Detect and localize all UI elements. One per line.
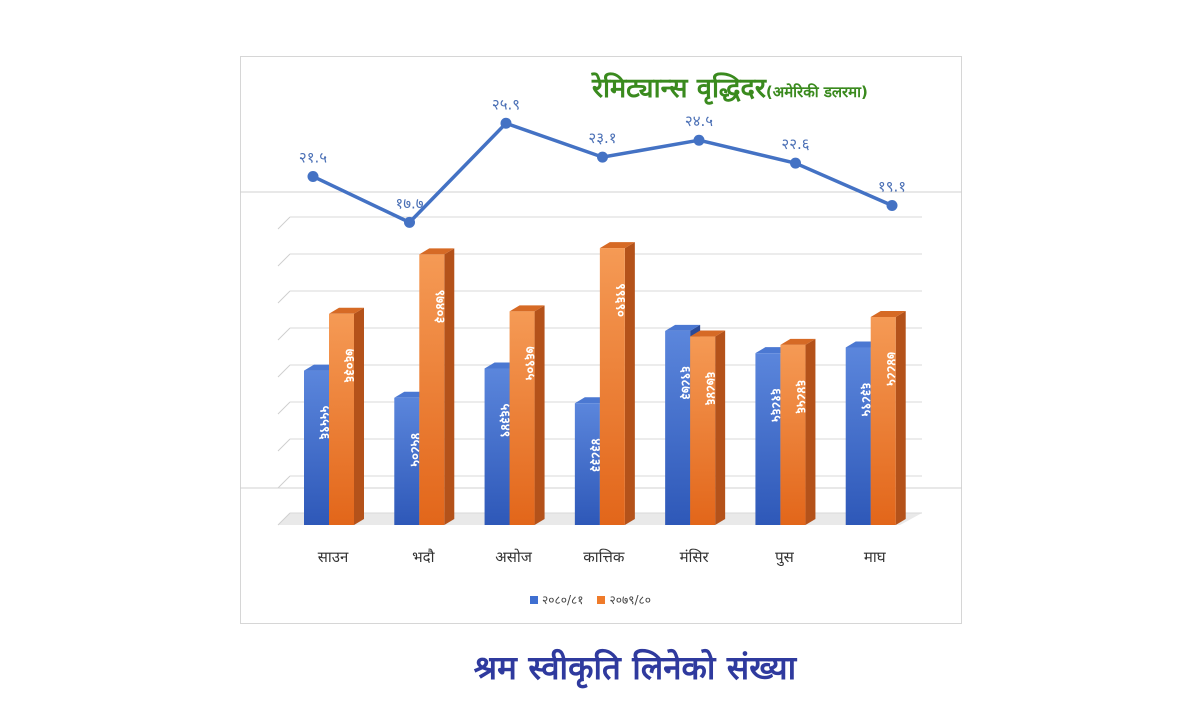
- legend-swatch-blue: [530, 595, 538, 604]
- bar-2079-80: [690, 336, 716, 525]
- bar-2080-81: [304, 370, 329, 525]
- bar-2079-80: [329, 313, 354, 525]
- bar-side: [354, 307, 364, 525]
- gridline-side: [277, 364, 291, 378]
- gridline-side: [277, 253, 291, 267]
- bar-value-label: ६१८६५: [768, 388, 783, 422]
- bar-value-label: ४५८०५: [407, 433, 422, 467]
- bar-value-label: ४३८३३: [587, 438, 602, 472]
- gridline-side: [277, 327, 291, 341]
- legend-item-2080: २०८०/८१: [530, 591, 583, 608]
- x-tick-label: माघ: [864, 548, 887, 566]
- bar-top: [509, 305, 545, 312]
- chart-legend: २०८०/८१ २०७९/८०: [530, 591, 651, 608]
- bar-value-label: ९७४०३: [432, 290, 447, 324]
- bar-top: [599, 242, 635, 249]
- gridline-side: [277, 290, 291, 304]
- x-tick-label: भदौ: [412, 548, 436, 566]
- bar-side: [624, 242, 635, 526]
- growth-value-label: २२.६: [781, 135, 809, 153]
- bar-side: [534, 305, 545, 525]
- bar-value-label: ९९६९०: [612, 283, 627, 317]
- legend-label-2079: २०७९/८०: [609, 593, 651, 607]
- bar-value-label: ७६९०५: [522, 346, 537, 380]
- bar-side: [895, 310, 906, 525]
- bar-value-label: ६७८४६: [703, 372, 718, 406]
- growth-value-label: २५.९: [492, 95, 520, 113]
- bar-2080-81: [574, 403, 600, 525]
- x-tick-label: असोज: [495, 548, 532, 566]
- gridline-side: [277, 216, 291, 230]
- bar-top: [870, 310, 906, 317]
- legend-label-2080: २०८०/८१: [542, 593, 584, 607]
- bar-value-label: ५५५९६: [317, 406, 332, 440]
- bar-2080-81: [845, 347, 871, 525]
- growth-value-label: १७.७: [395, 194, 423, 212]
- bar-value-label: ६४८५६: [793, 380, 808, 414]
- bar-2080-81: [484, 368, 510, 525]
- line-chart-title: रेमिट्यान्स वृद्धिदर(अमेरिकी डलरमा): [592, 68, 868, 105]
- bar-value-label: ५६३४९: [497, 404, 512, 438]
- growth-point: [597, 151, 608, 163]
- gridline-side: [277, 438, 291, 452]
- bar-top: [665, 324, 701, 331]
- growth-value-label: २३.१: [588, 129, 616, 147]
- bar-value-label: ७४८८५: [883, 352, 898, 386]
- x-tick-label: मंसिर: [680, 548, 710, 566]
- growth-value-label: २१.५: [299, 148, 327, 166]
- bar-2079-80: [419, 254, 445, 526]
- x-tick-label: कात्तिक: [583, 548, 625, 566]
- growth-point: [886, 199, 898, 211]
- bar-side: [715, 330, 726, 525]
- bar-2079-80: [780, 344, 806, 525]
- growth-value-label: १९.१: [878, 177, 906, 195]
- bar-2080-81: [755, 353, 781, 525]
- bar-top: [780, 338, 816, 345]
- growth-point: [790, 157, 801, 169]
- bar-value-label: ७६०३६: [342, 349, 357, 383]
- bar-top: [329, 307, 364, 314]
- bar-2079-80: [509, 311, 535, 525]
- gridline-side: [277, 401, 291, 415]
- bar-top: [419, 248, 455, 255]
- growth-value-label: २४.५: [685, 112, 713, 130]
- x-tick-label: पुस: [775, 548, 795, 567]
- x-tick-label: साउन: [318, 548, 349, 566]
- line-chart-subtitle: (अमेरिकी डलरमा): [765, 83, 868, 101]
- bar-chart-title: श्रम स्वीकृति लिनेको संख्या: [473, 648, 797, 687]
- growth-point: [307, 170, 319, 182]
- line-chart-title-text: रेमिट्यान्स वृद्धिदर: [592, 73, 766, 104]
- gridline-side: [277, 512, 291, 526]
- legend-item-2079: २०७९/८०: [597, 591, 651, 608]
- legend-swatch-orange: [597, 595, 606, 604]
- growth-point: [404, 216, 415, 228]
- growth-point: [500, 117, 512, 129]
- bar-2080-81: [665, 330, 691, 525]
- bar-value-label: ६३८९५: [858, 383, 873, 417]
- bar-side: [805, 338, 816, 525]
- gridline-side: [277, 475, 291, 489]
- bar-top: [690, 330, 726, 337]
- bar-2080-81: [394, 397, 420, 525]
- growth-point: [693, 134, 705, 146]
- bar-side: [444, 248, 455, 526]
- bar-value-label: ६९८७३: [678, 366, 693, 400]
- bar-2079-80: [599, 248, 625, 526]
- bar-2079-80: [870, 316, 896, 525]
